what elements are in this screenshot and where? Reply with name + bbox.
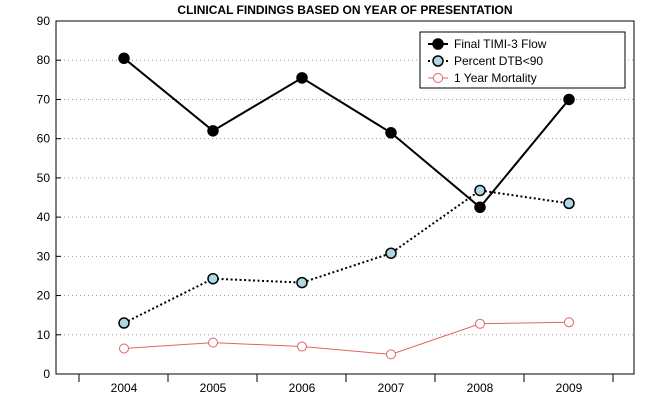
legend: Final TIMI-3 Flow Percent DTB<90 1 Year Mo… — [419, 31, 626, 89]
y-tick-label: 30 — [37, 249, 51, 263]
y-tick-label: 10 — [37, 328, 51, 342]
data-point — [118, 317, 130, 329]
legend-swatch-marker — [432, 38, 444, 50]
series-1 — [118, 52, 575, 214]
legend-swatch-marker — [433, 73, 443, 83]
x-tick-label: 2006 — [289, 381, 316, 395]
legend-swatch-marker — [432, 55, 444, 67]
data-point — [475, 318, 485, 329]
x-axis-ticks: 2004 2005 2006 2007 2008 2009 — [78, 374, 614, 395]
legend-item: 1 Year Mortality — [428, 71, 537, 85]
series-3 — [119, 317, 574, 360]
data-point — [296, 72, 308, 84]
legend-item: Final TIMI-3 Flow — [428, 37, 547, 51]
plot-frame — [55, 20, 635, 375]
data-point — [297, 341, 307, 352]
data-point — [118, 52, 130, 65]
x-tick-label: 2009 — [556, 381, 583, 395]
data-point — [386, 349, 396, 360]
series-line — [123, 57, 570, 209]
y-tick-label: 90 — [37, 14, 51, 28]
data-point — [207, 272, 219, 285]
y-tick-label: 20 — [37, 289, 51, 303]
data-point — [474, 201, 486, 214]
legend-box — [419, 31, 626, 89]
y-tick-label: 80 — [37, 53, 51, 67]
data-point — [385, 247, 397, 259]
series-line — [123, 189, 570, 324]
data-point — [296, 276, 308, 289]
legend-label: Final TIMI-3 Flow — [454, 37, 547, 51]
y-tick-label: 70 — [37, 92, 51, 106]
series-group — [118, 52, 575, 360]
data-point — [207, 125, 219, 137]
series-line — [123, 321, 570, 355]
chart-title: CLINICAL FINDINGS BASED ON YEAR OF PRESE… — [177, 3, 512, 17]
data-point — [208, 337, 218, 348]
gridlines — [56, 59, 634, 336]
axes — [55, 20, 635, 375]
data-point — [564, 317, 574, 328]
data-point — [563, 93, 575, 106]
y-tick-label: 0 — [43, 367, 50, 381]
x-tick-label: 2007 — [378, 381, 405, 395]
series-2 — [118, 184, 575, 329]
data-point — [563, 197, 575, 210]
data-point — [474, 184, 486, 197]
y-tick-label: 40 — [37, 210, 51, 224]
legend-label: 1 Year Mortality — [454, 71, 537, 85]
x-tick-label: 2004 — [111, 381, 138, 395]
x-tick-label: 2008 — [467, 381, 494, 395]
legend-label: Percent DTB<90 — [454, 54, 543, 68]
y-tick-label: 50 — [37, 171, 51, 185]
data-point — [119, 343, 129, 354]
legend-item: Percent DTB<90 — [428, 54, 543, 68]
y-tick-label: 60 — [37, 132, 51, 146]
x-tick-label: 2005 — [200, 381, 227, 395]
data-point — [385, 127, 397, 139]
y-axis-ticks: 0 10 20 30 40 50 60 70 80 90 — [37, 14, 61, 381]
